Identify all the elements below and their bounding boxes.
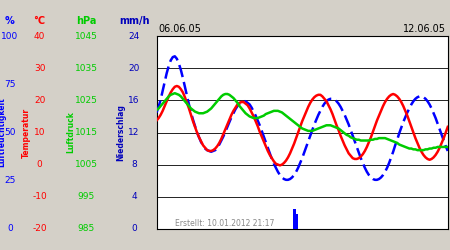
Text: 1005: 1005 (75, 160, 98, 169)
Text: 100: 100 (1, 32, 18, 41)
Text: Luftfeuchtigkeit: Luftfeuchtigkeit (0, 98, 7, 168)
Text: 1015: 1015 (75, 128, 98, 137)
Text: 75: 75 (4, 80, 16, 89)
Text: 25: 25 (4, 176, 16, 185)
Text: 995: 995 (78, 192, 95, 201)
Text: 1035: 1035 (75, 64, 98, 73)
Text: 1025: 1025 (75, 96, 98, 105)
Text: 1045: 1045 (75, 32, 98, 41)
Text: 4: 4 (131, 192, 137, 201)
Text: 50: 50 (4, 128, 16, 137)
Text: 8: 8 (131, 160, 137, 169)
Text: Luftdruck: Luftdruck (67, 112, 76, 154)
Text: %: % (5, 16, 15, 26)
Text: 24: 24 (129, 32, 140, 41)
Text: -10: -10 (32, 192, 47, 201)
Text: Erstellt: 10.01.2012 21:17: Erstellt: 10.01.2012 21:17 (175, 218, 274, 228)
Text: 06.06.05: 06.06.05 (159, 24, 202, 34)
Text: 10: 10 (34, 128, 45, 137)
Text: 40: 40 (34, 32, 45, 41)
Text: 20: 20 (34, 96, 45, 105)
Text: mm/h: mm/h (119, 16, 149, 26)
Text: 0: 0 (131, 224, 137, 233)
Text: Niederschlag: Niederschlag (116, 104, 125, 161)
Text: °C: °C (34, 16, 45, 26)
Text: 0: 0 (7, 224, 13, 233)
Text: 12.06.05: 12.06.05 (402, 24, 446, 34)
Text: 20: 20 (128, 64, 140, 73)
Text: Temperatur: Temperatur (22, 108, 31, 158)
Text: 0: 0 (37, 160, 42, 169)
Text: -20: -20 (32, 224, 47, 233)
Text: 30: 30 (34, 64, 45, 73)
Text: 16: 16 (128, 96, 140, 105)
Text: 985: 985 (78, 224, 95, 233)
Bar (295, 214, 297, 229)
Text: hPa: hPa (76, 16, 97, 26)
Bar (292, 209, 296, 229)
Text: 12: 12 (128, 128, 140, 137)
